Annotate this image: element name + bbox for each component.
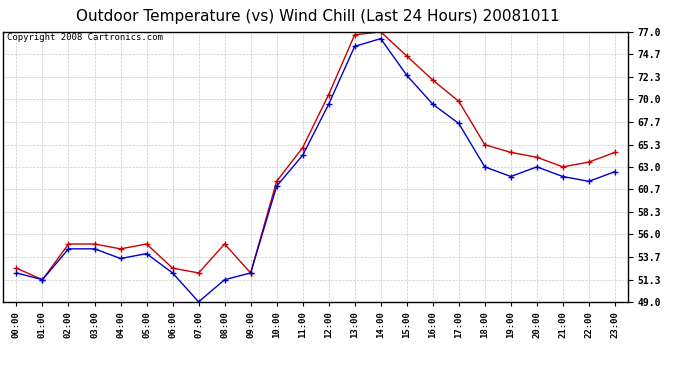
Text: Outdoor Temperature (vs) Wind Chill (Last 24 Hours) 20081011: Outdoor Temperature (vs) Wind Chill (Las…	[76, 9, 559, 24]
Text: Copyright 2008 Cartronics.com: Copyright 2008 Cartronics.com	[7, 33, 162, 42]
